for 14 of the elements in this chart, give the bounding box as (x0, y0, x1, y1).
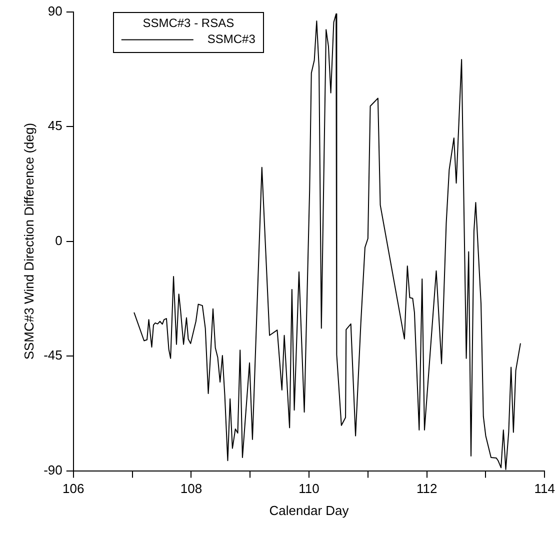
x-tick-label: 110 (298, 481, 320, 496)
text: SSMC#3 (207, 32, 256, 46)
y-tick-label: -90 (44, 462, 62, 478)
x-axis-title: Calendar Day (269, 502, 350, 518)
y-axis-title: SSMC#3 Wind Direction Difference (deg) (21, 122, 36, 360)
x-tick-label: 106 (62, 481, 84, 496)
y-tick-label: -45 (44, 348, 62, 363)
y-tick-label: 45 (48, 118, 62, 134)
y-tick-label: 90 (48, 3, 62, 18)
x-tick-label: 112 (416, 481, 438, 496)
x-tick-label: 108 (180, 481, 202, 496)
x-tick-label: 114 (534, 481, 556, 496)
legend-title: SSMC#3 - RSAS (142, 16, 234, 30)
y-tick-label: 0 (55, 232, 62, 248)
